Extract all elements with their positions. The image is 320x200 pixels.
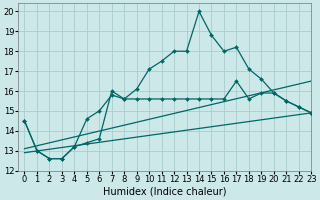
X-axis label: Humidex (Indice chaleur): Humidex (Indice chaleur) [103, 187, 227, 197]
